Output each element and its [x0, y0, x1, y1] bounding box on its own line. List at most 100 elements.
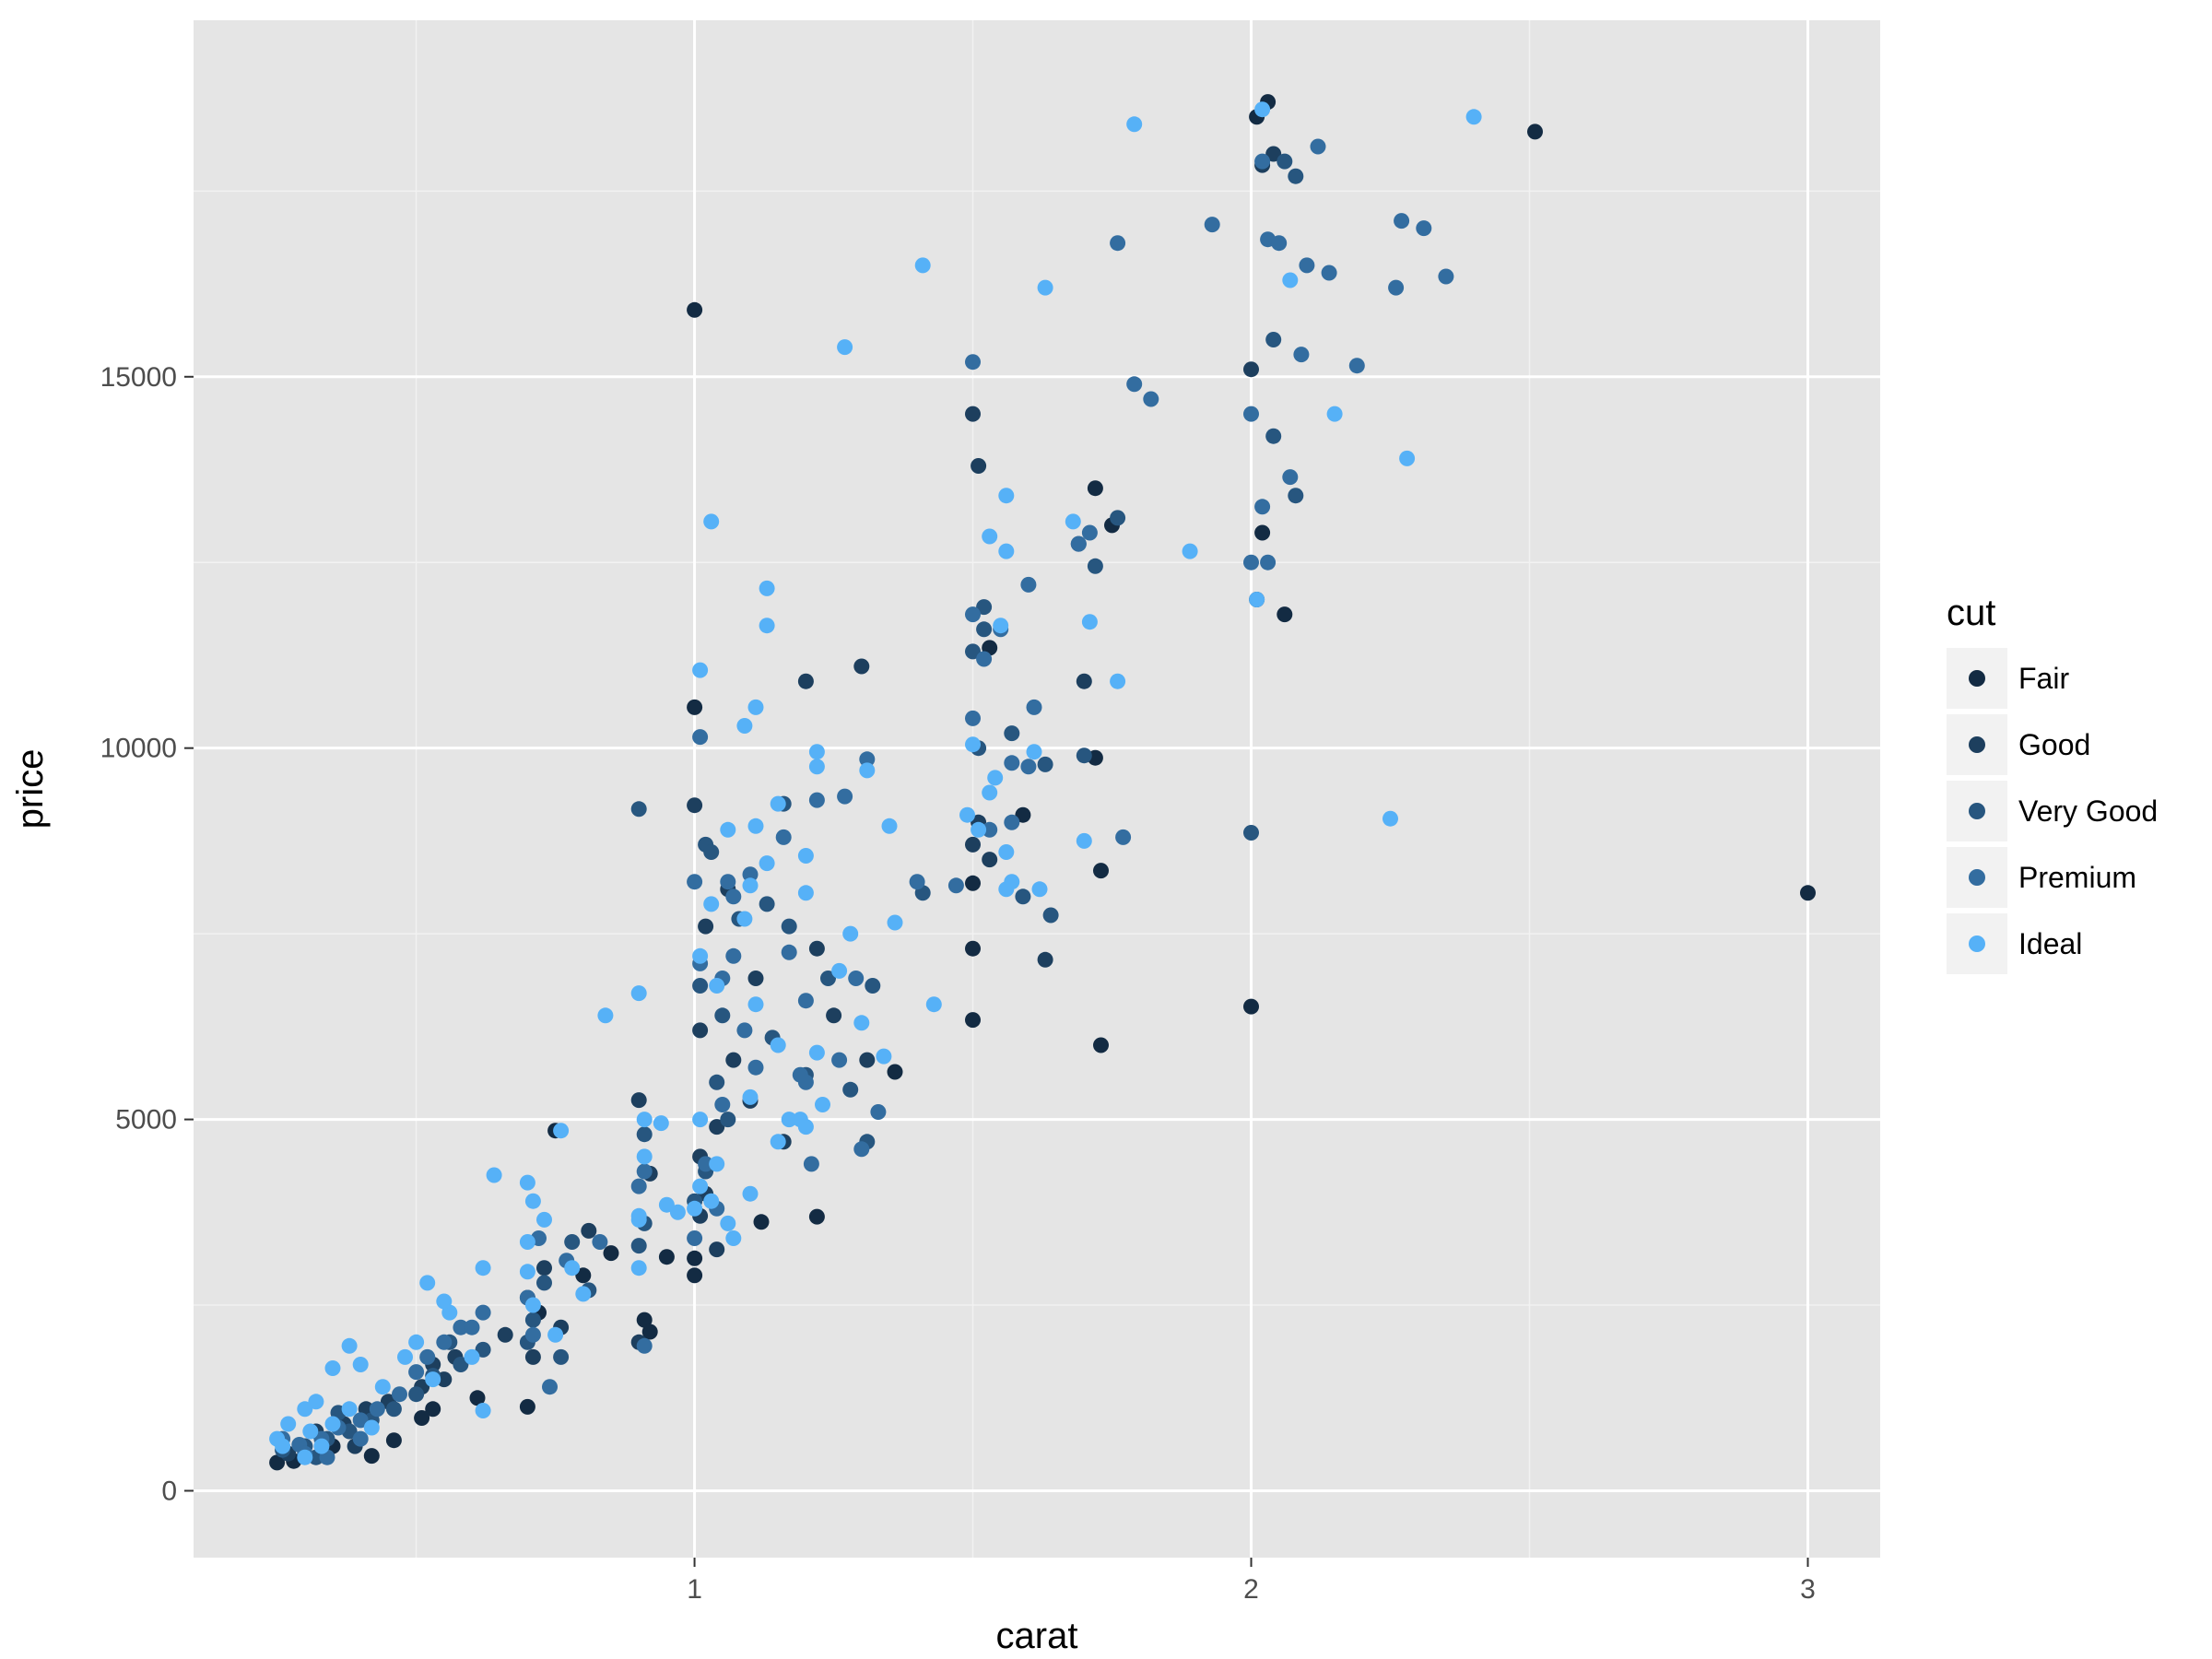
point-very-good — [1076, 747, 1092, 764]
point-fair — [687, 1250, 703, 1266]
point-premium — [1254, 499, 1271, 515]
point-ideal — [959, 806, 975, 823]
point-premium — [453, 1319, 469, 1335]
point-ideal — [1037, 279, 1053, 296]
point-ideal — [363, 1419, 380, 1436]
point-fair — [269, 1454, 286, 1471]
point-ideal — [797, 848, 814, 864]
point-very-good — [1042, 907, 1059, 924]
point-premium — [1254, 153, 1271, 170]
legend-label-good: Good — [2018, 728, 2090, 761]
point-premium — [1438, 268, 1454, 285]
point-ideal — [636, 1112, 653, 1128]
point-ideal — [747, 818, 764, 834]
point-premium — [1243, 406, 1259, 422]
point-ideal — [397, 1348, 413, 1365]
legend-label-fair: Fair — [2018, 662, 2069, 695]
point-ideal — [1249, 592, 1265, 607]
point-premium — [1299, 257, 1315, 274]
point-premium — [1416, 220, 1432, 237]
point-ideal — [837, 339, 853, 356]
point-very-good — [408, 1386, 425, 1403]
point-ideal — [703, 896, 720, 912]
point-premium — [1282, 469, 1299, 486]
point-very-good — [1087, 558, 1103, 574]
point-premium — [1204, 217, 1220, 233]
point-good — [1265, 146, 1282, 162]
point-good — [859, 1052, 876, 1068]
x-tick-labels: 1 2 3 — [687, 1574, 1816, 1605]
point-ideal — [280, 1416, 297, 1432]
point-ideal — [720, 1215, 736, 1231]
point-ideal — [425, 1371, 441, 1388]
y-tick-label: 10000 — [100, 734, 177, 764]
point-premium — [1020, 759, 1037, 775]
point-very-good — [385, 1401, 402, 1418]
y-tick-label: 15000 — [100, 362, 177, 393]
point-very-good — [1265, 428, 1282, 444]
point-fair — [385, 1432, 402, 1449]
point-ideal — [993, 618, 1009, 634]
point-premium — [803, 1156, 819, 1172]
point-fair — [965, 875, 981, 891]
point-premium — [725, 888, 742, 905]
point-ideal — [669, 1204, 686, 1220]
legend-swatch-good — [1969, 736, 1985, 753]
point-very-good — [1037, 756, 1053, 772]
point-good — [808, 940, 825, 957]
point-premium — [1081, 524, 1098, 541]
point-premium — [1126, 376, 1143, 393]
point-ideal — [914, 257, 931, 274]
point-premium — [720, 874, 736, 890]
legend-label-ideal: Ideal — [2018, 927, 2082, 960]
legend-swatch-ideal — [1969, 935, 1985, 952]
point-fair — [414, 1410, 430, 1426]
point-premium — [1293, 347, 1310, 363]
point-ideal — [831, 962, 848, 979]
point-very-good — [865, 978, 881, 994]
point-very-good — [564, 1234, 581, 1250]
point-ideal — [859, 762, 876, 779]
point-ideal — [971, 821, 987, 838]
point-ideal — [302, 1423, 319, 1440]
point-fair — [808, 1208, 825, 1225]
point-ideal — [876, 1048, 892, 1065]
point-ideal — [759, 580, 775, 596]
point-ideal — [781, 1112, 797, 1128]
point-fair — [469, 1390, 486, 1406]
point-ideal — [313, 1438, 330, 1454]
point-ideal — [692, 662, 709, 678]
point-premium — [965, 354, 981, 371]
point-fair — [1254, 524, 1271, 541]
point-very-good — [842, 1081, 859, 1098]
point-good — [982, 852, 998, 868]
point-ideal — [464, 1348, 480, 1365]
point-ideal — [747, 996, 764, 1013]
point-very-good — [524, 1312, 541, 1328]
point-fair — [687, 1267, 703, 1284]
point-fair — [425, 1401, 441, 1418]
point-ideal — [1254, 101, 1271, 118]
point-ideal — [1382, 810, 1398, 827]
point-ideal — [703, 1193, 720, 1209]
point-ideal — [1326, 406, 1343, 422]
point-fair — [603, 1245, 619, 1262]
point-very-good — [720, 1112, 736, 1128]
point-very-good — [965, 643, 981, 660]
point-premium — [1070, 535, 1087, 552]
point-ideal — [419, 1275, 436, 1291]
point-ideal — [808, 759, 825, 775]
point-good — [965, 406, 981, 422]
point-premium — [848, 971, 865, 986]
point-ideal — [1076, 832, 1092, 849]
point-ideal — [486, 1167, 502, 1183]
point-ideal — [709, 978, 725, 994]
point-fair — [1800, 885, 1816, 901]
point-very-good — [1288, 168, 1304, 184]
point-ideal — [408, 1334, 425, 1350]
point-ideal — [965, 736, 981, 753]
point-fair — [363, 1448, 380, 1465]
point-ideal — [275, 1438, 291, 1454]
point-premium — [747, 1059, 764, 1076]
point-ideal — [1081, 614, 1098, 630]
